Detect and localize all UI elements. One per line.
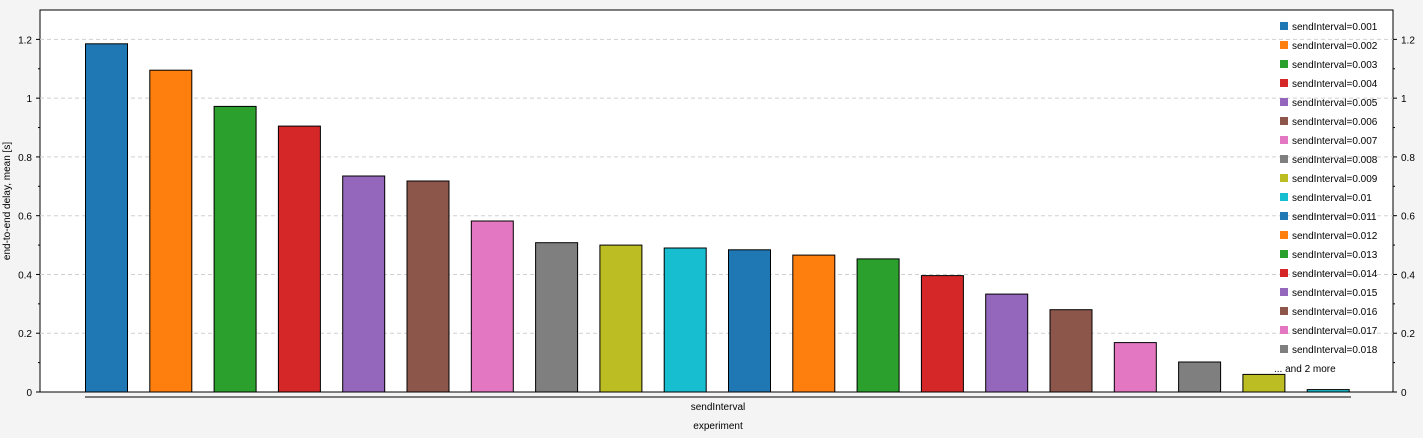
legend-swatch [1280, 269, 1288, 277]
y-axis-right: 0 0.2 0.4 0.6 0.8 1 1.2 [1393, 35, 1415, 399]
bars-group [85, 43, 1350, 393]
legend-swatch [1280, 250, 1288, 258]
bar [599, 244, 643, 393]
bar [149, 69, 193, 393]
y-tick-label-right: 0.2 [1401, 329, 1415, 340]
legend-swatch [1280, 98, 1288, 106]
legend-swatch [1280, 41, 1288, 49]
y-tick-label-left: 0.2 [18, 329, 32, 340]
y-tick-label-left: 0.8 [18, 153, 32, 164]
bar [406, 180, 450, 393]
legend-label: sendInterval=0.017 [1292, 326, 1378, 337]
legend-label: sendInterval=0.015 [1292, 288, 1378, 299]
y-tick-label-right: 0 [1401, 388, 1407, 399]
legend-label: sendInterval=0.007 [1292, 136, 1378, 147]
y-tick-label-right: 0.6 [1401, 212, 1415, 223]
bar [1242, 373, 1286, 393]
bar [277, 125, 321, 393]
bar [535, 242, 579, 393]
bar [342, 175, 386, 393]
plot-area [39, 9, 1394, 393]
legend-label: sendInterval=0.016 [1292, 307, 1378, 318]
bar [85, 43, 128, 393]
bar [1306, 389, 1350, 393]
y-tick-label-left: 0.6 [18, 212, 32, 223]
bar [1178, 361, 1222, 393]
bar [856, 258, 900, 393]
legend-swatch [1280, 231, 1288, 239]
y-tick-label-left: 0 [26, 388, 32, 399]
x-axis-label: sendInterval [691, 402, 745, 413]
x-group-label: experiment [693, 421, 743, 432]
legend-label: sendInterval=0.011 [1292, 212, 1377, 223]
legend-swatch [1280, 79, 1288, 87]
legend-label: sendInterval=0.003 [1292, 60, 1378, 71]
legend-label: sendInterval=0.002 [1292, 41, 1378, 52]
bar [728, 249, 771, 393]
legend-label: sendInterval=0.009 [1292, 174, 1378, 185]
y-tick-label-right: 0.4 [1401, 270, 1415, 281]
legend-swatch [1280, 345, 1288, 353]
legend: sendInterval=0.001 sendInterval=0.002 send… [1274, 22, 1378, 375]
bar [985, 293, 1029, 393]
legend-swatch [1280, 288, 1288, 296]
legend-label: sendInterval=0.001 [1292, 22, 1378, 33]
legend-swatch [1280, 117, 1288, 125]
bar [663, 247, 707, 393]
legend-label: sendInterval=0.018 [1292, 345, 1378, 356]
legend-label: sendInterval=0.01 [1292, 193, 1372, 204]
bar [1049, 309, 1093, 393]
legend-label: sendInterval=0.006 [1292, 117, 1378, 128]
legend-swatch [1280, 60, 1288, 68]
legend-swatch [1280, 136, 1288, 144]
legend-swatch [1280, 155, 1288, 163]
legend-swatch [1280, 193, 1288, 201]
y-tick-label-left: 0.4 [18, 270, 32, 281]
grid-lines [40, 38, 1393, 334]
y-tick-label-left: 1.2 [18, 35, 32, 46]
y-tick-label-right: 0.8 [1401, 153, 1415, 164]
y-axis-label: end-to-end delay, mean [s] [2, 142, 13, 260]
legend-label: sendInterval=0.014 [1292, 269, 1378, 280]
bar [470, 220, 514, 393]
legend-swatch [1280, 22, 1288, 30]
legend-swatch [1280, 174, 1288, 182]
y-axis-left: 0 0.2 0.4 0.6 0.8 1 1.2 [18, 35, 40, 399]
legend-label: sendInterval=0.013 [1292, 250, 1378, 261]
bar [920, 275, 964, 393]
bar [792, 254, 836, 393]
bar [213, 105, 257, 393]
legend-label: sendInterval=0.004 [1292, 79, 1378, 90]
y-tick-label-right: 1 [1401, 94, 1407, 105]
y-tick-label-right: 1.2 [1401, 35, 1415, 46]
legend-label: sendInterval=0.005 [1292, 98, 1378, 109]
legend-swatch [1280, 326, 1288, 334]
y-tick-label-left: 1 [26, 94, 32, 105]
legend-swatch [1280, 307, 1288, 315]
legend-swatch [1280, 212, 1288, 220]
legend-more: ... and 2 more [1274, 364, 1336, 375]
bar [1113, 342, 1157, 393]
legend-label: sendInterval=0.012 [1292, 231, 1378, 242]
legend-label: sendInterval=0.008 [1292, 155, 1378, 166]
